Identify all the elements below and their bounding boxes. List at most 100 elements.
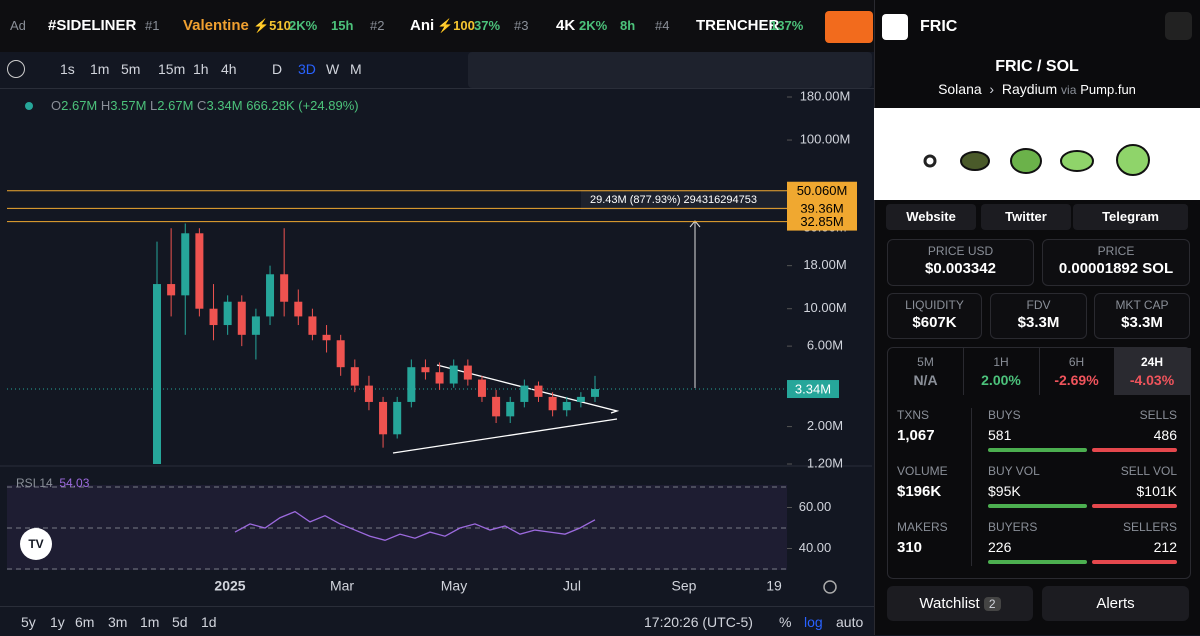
candle-body (492, 396, 501, 417)
change: 137% (770, 18, 804, 33)
menu-button[interactable] (1165, 12, 1192, 40)
chart-bg (0, 88, 872, 608)
stat-right-label: SELL VOL (1120, 464, 1177, 478)
alerts-button[interactable]: Alerts (1042, 586, 1189, 621)
interval[interactable]: 3D (298, 61, 316, 77)
triangle-line (436, 364, 620, 414)
watchlist-button[interactable]: Watchlist 2 (887, 586, 1033, 621)
y-tick-label: 1.20M (807, 455, 843, 470)
tv-logo-text: TV (28, 537, 43, 551)
boost: ⚡100 (437, 18, 475, 33)
range[interactable]: 1m (140, 614, 160, 630)
range[interactable]: 1d (201, 614, 217, 630)
rsi-line (234, 510, 596, 541)
range[interactable]: 1y (50, 614, 65, 630)
candle-body (379, 401, 388, 435)
candle-body (294, 301, 303, 317)
frog-art (1060, 150, 1094, 172)
x-tick-label: May (441, 578, 467, 594)
buy-bar (988, 560, 1087, 564)
interval[interactable]: 1h (193, 61, 209, 77)
candle-body (364, 385, 373, 402)
rank: #1 (145, 18, 160, 33)
interval[interactable]: 1s (60, 61, 75, 77)
frog-art (923, 154, 937, 168)
launchpad[interactable]: Pump.fun (1080, 82, 1136, 97)
legend-label: L (150, 98, 158, 113)
stat-left-label: BUY VOL (988, 464, 1040, 478)
x-tick-label: Sep (672, 578, 697, 594)
label: FDV (1026, 298, 1051, 312)
pair-base: FRIC (995, 58, 1033, 75)
stat-right: $101K (1136, 483, 1177, 499)
interval[interactable]: W (326, 61, 340, 77)
legend-change: 666.28K (+24.89%) (246, 98, 359, 113)
triangle-line (392, 418, 618, 454)
interval[interactable]: 1m (90, 61, 110, 77)
x-tick-label: 19 (766, 578, 782, 594)
candle-body (195, 233, 204, 309)
candle-body (266, 274, 275, 317)
candle-body (393, 401, 402, 435)
candle-body (167, 284, 176, 296)
label: LIQUIDITY (905, 298, 964, 312)
candle-body (308, 316, 317, 335)
percent-toggle[interactable]: % (779, 614, 792, 630)
ticker-name[interactable]: TRENCHER (696, 17, 780, 34)
stat-left: $95K (988, 483, 1021, 499)
change: 2K% (289, 18, 318, 33)
liquidity-box: LIQUIDITY $607K (887, 293, 982, 339)
interval[interactable]: M (350, 61, 362, 77)
settings-icon[interactable] (823, 580, 837, 594)
interval[interactable]: 4h (221, 61, 237, 77)
ticker-name[interactable]: 4K (556, 17, 576, 34)
timeframe[interactable]: 1H 2.00% (964, 348, 1040, 395)
interval[interactable]: 15m (158, 61, 186, 77)
candle-body (562, 401, 571, 411)
ticker-name[interactable]: Valentine (183, 17, 249, 34)
candle-body (237, 301, 246, 335)
social-link[interactable]: Twitter (981, 204, 1071, 230)
range[interactable]: 5y (21, 614, 36, 630)
log-toggle[interactable]: log (804, 614, 823, 630)
stat-right: 486 (1153, 427, 1177, 443)
rank: #2 (370, 18, 385, 33)
stat-left-label: BUYS (988, 408, 1021, 422)
interval[interactable]: D (272, 61, 283, 77)
timeframe[interactable]: 6H -2.69% (1039, 348, 1115, 395)
price-label: 50.060M (797, 183, 848, 198)
add-icon[interactable] (7, 60, 25, 78)
candle-body (280, 274, 289, 302)
range[interactable]: 5d (172, 614, 188, 630)
social-link[interactable]: Website (886, 204, 976, 230)
watchlist-count: 2 (983, 597, 1001, 611)
interval[interactable]: 5m (121, 61, 141, 77)
age: 15h (331, 18, 354, 33)
candle-body (407, 367, 416, 402)
links-more[interactable] (1164, 204, 1188, 230)
timeframe-label: 5M (917, 355, 934, 369)
timeframe[interactable]: 24H -4.03% (1114, 348, 1191, 395)
dex[interactable]: Raydium (1001, 81, 1058, 97)
banner (874, 108, 1200, 200)
pair: FRIC / SOL (874, 58, 1200, 76)
y-tick-label: 18.00M (803, 257, 846, 272)
auto-toggle[interactable]: auto (836, 614, 864, 630)
rank: #3 (514, 18, 529, 33)
chain[interactable]: Solana (938, 81, 982, 97)
ad-name[interactable]: #SIDELINER (48, 17, 137, 34)
timeframe[interactable]: 5M N/A (888, 348, 964, 395)
range[interactable]: 3m (108, 614, 128, 630)
candle-body (477, 379, 486, 397)
range[interactable]: 6m (75, 614, 95, 630)
stat-left: 581 (988, 427, 1012, 443)
ad-label: Ad (10, 18, 26, 33)
token-icon (882, 14, 908, 40)
drawing-tools[interactable] (468, 52, 872, 88)
trending-button[interactable] (825, 11, 873, 43)
ticker-name[interactable]: Ani (410, 17, 435, 34)
timeframe-label: 1H (993, 355, 1009, 369)
rsi-legend: RSI 14 54.03 (16, 476, 89, 490)
frog-art (1010, 148, 1042, 174)
